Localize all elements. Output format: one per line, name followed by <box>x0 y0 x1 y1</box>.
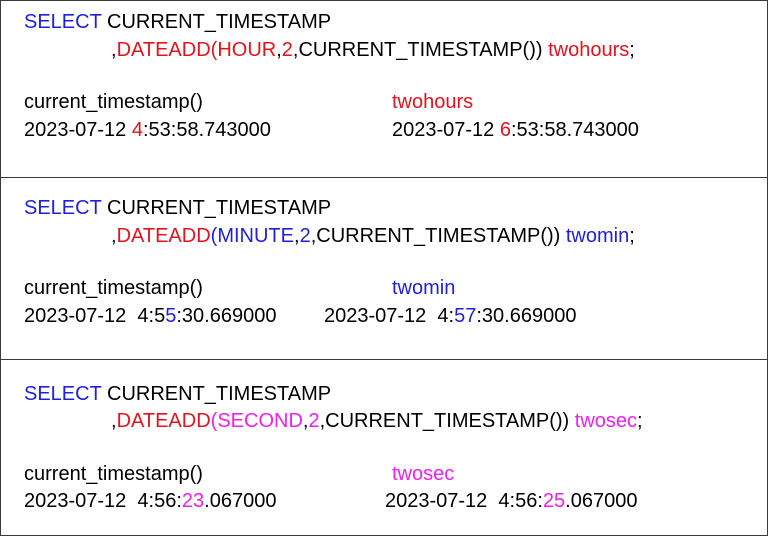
minute-panel: SELECT CURRENT_TIMESTAMP ,DATEADD(MINUTE… <box>1 178 767 359</box>
result-value-1: 2023-07-12 4:56:23.067000 <box>24 489 276 513</box>
value-suffix: :53:58.743000 <box>511 119 639 141</box>
select-keyword: SELECT <box>24 11 102 33</box>
open-paren: ( <box>210 225 218 247</box>
comma: , <box>276 39 282 61</box>
dateadd-function: DATEADD <box>116 225 211 247</box>
datepart-unit: MINUTE <box>217 225 294 247</box>
result-value-2: 2023-07-12 4:57:30.669000 <box>324 304 576 328</box>
datepart-unit: SECOND <box>217 410 303 432</box>
dateadd-line: ,DATEADD(SECOND,2,CURRENT_TIMESTAMP()) t… <box>111 409 643 433</box>
result-value-1: 2023-07-12 4:55:30.669000 <box>24 304 276 328</box>
select-line: SELECT CURRENT_TIMESTAMP <box>24 196 331 220</box>
semicolon: ; <box>637 410 643 432</box>
value-highlight: 6 <box>499 119 511 141</box>
result-header-1: current_timestamp() <box>24 91 203 113</box>
value-suffix: .067000 <box>204 490 277 512</box>
dateadd-line: ,DATEADD(HOUR,2,CURRENT_TIMESTAMP()) two… <box>111 38 635 62</box>
value-prefix: 2023-07-12 4:56: <box>24 490 182 512</box>
dateadd-function: DATEADD <box>116 39 211 61</box>
semicolon: ; <box>629 39 635 61</box>
value-highlight: 25 <box>542 490 566 512</box>
value-suffix: :53:58.743000 <box>143 119 271 141</box>
result-value-1: 2023-07-12 4:53:58.743000 <box>24 118 271 142</box>
dateadd-rest: ,CURRENT_TIMESTAMP()) <box>292 39 549 61</box>
result-header-1: current_timestamp() <box>24 277 203 299</box>
comma: , <box>294 225 300 247</box>
datepart-unit: HOUR <box>217 39 277 61</box>
value-prefix: 2023-07-12 <box>392 119 500 141</box>
column-alias: twohours <box>548 39 630 61</box>
select-keyword: SELECT <box>24 383 102 405</box>
value-suffix: .067000 <box>565 490 638 512</box>
dateadd-function: DATEADD <box>116 410 211 432</box>
value-highlight: 23 <box>181 490 205 512</box>
hour-panel: SELECT CURRENT_TIMESTAMP ,DATEADD(HOUR,2… <box>1 1 767 177</box>
interval-number: 2 <box>281 39 293 61</box>
result-header-2: twosec <box>392 463 455 485</box>
comma: , <box>111 410 117 432</box>
value-prefix: 2023-07-12 4:56: <box>385 490 543 512</box>
column-alias: twomin <box>565 225 630 247</box>
value-highlight: 4 <box>131 119 143 141</box>
select-line: SELECT CURRENT_TIMESTAMP <box>24 382 331 406</box>
select-column: CURRENT_TIMESTAMP <box>101 383 332 405</box>
interval-number: 2 <box>299 225 311 247</box>
value-prefix: 2023-07-12 4: <box>324 305 455 327</box>
result-header-2: twomin <box>392 277 456 299</box>
result-header-2: twohours <box>392 91 474 113</box>
semicolon: ; <box>629 225 635 247</box>
interval-number: 2 <box>308 410 320 432</box>
select-line: SELECT CURRENT_TIMESTAMP <box>24 10 331 34</box>
panel-divider <box>1 177 767 178</box>
select-column: CURRENT_TIMESTAMP <box>101 11 332 33</box>
select-keyword: SELECT <box>24 197 102 219</box>
result-header-1: current_timestamp() <box>24 463 203 485</box>
result-value-2: 2023-07-12 6:53:58.743000 <box>392 118 639 142</box>
result-value-2: 2023-07-12 4:56:25.067000 <box>385 489 637 513</box>
comma: , <box>111 225 117 247</box>
second-panel: SELECT CURRENT_TIMESTAMP ,DATEADD(SECOND… <box>1 360 767 535</box>
value-suffix: :30.669000 <box>476 305 577 327</box>
panel-divider <box>1 359 767 360</box>
comma: , <box>111 39 117 61</box>
value-suffix: :30.669000 <box>176 305 277 327</box>
open-paren: ( <box>210 410 218 432</box>
value-highlight: 57 <box>454 305 477 327</box>
select-column: CURRENT_TIMESTAMP <box>101 197 332 219</box>
open-paren: ( <box>210 39 218 61</box>
column-alias: twosec <box>574 410 638 432</box>
dateadd-rest: ,CURRENT_TIMESTAMP()) <box>310 225 566 247</box>
dateadd-line: ,DATEADD(MINUTE,2,CURRENT_TIMESTAMP()) t… <box>111 224 635 248</box>
value-prefix: 2023-07-12 <box>24 119 132 141</box>
comma: , <box>302 410 309 432</box>
dateadd-rest: ,CURRENT_TIMESTAMP()) <box>319 410 575 432</box>
value-highlight: 5 <box>165 305 177 327</box>
value-prefix: 2023-07-12 4:5 <box>24 305 166 327</box>
